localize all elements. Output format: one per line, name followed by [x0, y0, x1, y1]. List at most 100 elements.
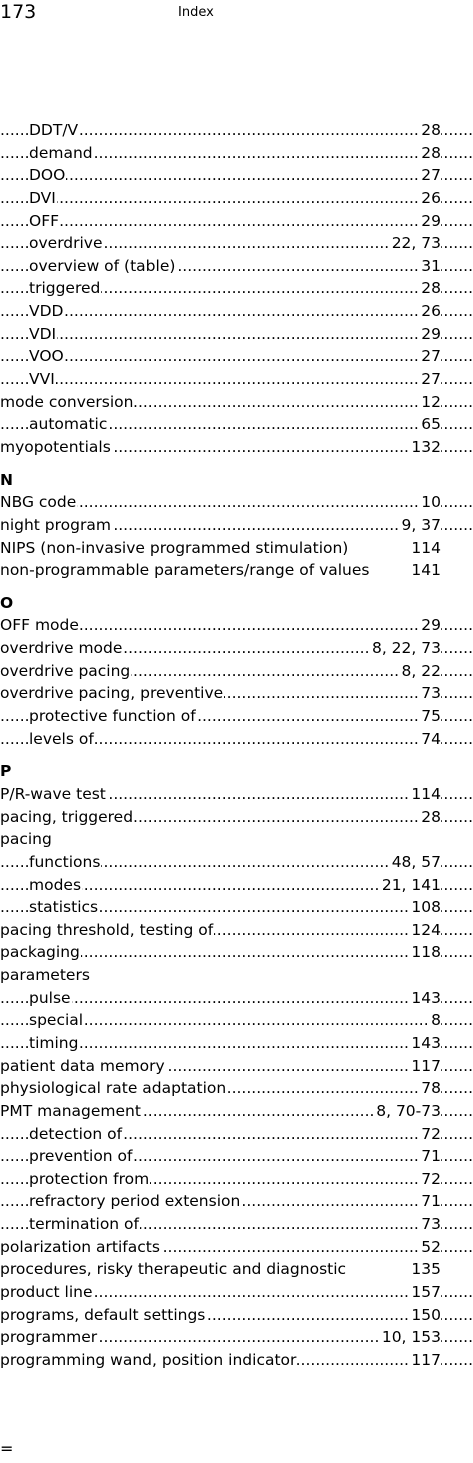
index-subentry: ........................................…	[0, 1122, 473, 1146]
index-term: overdrive pacing, preventive	[0, 684, 225, 703]
index-entry: ........................................…	[0, 805, 473, 829]
dot-leader: ........................................…	[0, 234, 473, 253]
index-page-numbers: 27	[419, 164, 441, 187]
index-page-numbers: 12	[419, 390, 441, 414]
index-term: OFF	[29, 211, 61, 230]
index-term: termination of	[29, 1215, 140, 1234]
index-subentry: ........................................…	[0, 727, 473, 751]
index-page-numbers: 65	[419, 413, 441, 436]
index-page-numbers: 73	[419, 682, 441, 706]
index-entry: ........................................…	[0, 1348, 473, 1372]
index-entry: ........................................…	[0, 435, 473, 459]
index-term: pulse	[29, 988, 72, 1007]
dot-leader: ........................................…	[0, 166, 473, 185]
index-page-numbers: 22, 73	[389, 232, 441, 255]
index-entry: ........................................…	[0, 1235, 473, 1259]
index-entry: NIPS (non-invasive programmed stimulatio…	[0, 536, 473, 560]
index-page-numbers: 117	[409, 1348, 441, 1372]
page-number: 173	[0, 1, 37, 23]
index-subentry: ........................................…	[0, 345, 473, 369]
index-entry: ........................................…	[0, 682, 473, 706]
index-term: night program	[0, 515, 112, 534]
index-term: physiological rate adaptation	[0, 1079, 228, 1098]
index-page-numbers: 75	[419, 705, 441, 728]
dot-leader: ........................................…	[0, 211, 473, 230]
index-term: functions	[29, 852, 102, 871]
index-entry: ........................................…	[0, 1077, 473, 1100]
running-head: Index	[178, 5, 214, 20]
dot-leader: ........................................…	[0, 729, 473, 748]
index-term: myopotentials	[0, 437, 112, 456]
index-term: triggered	[29, 279, 102, 298]
index-page-numbers: 8, 22	[399, 659, 441, 683]
index-page-numbers: 10, 153	[379, 1326, 441, 1349]
index-term: overdrive	[29, 234, 104, 253]
index-term: DVI	[29, 188, 57, 207]
index-entry: non-programmable parameters/range of val…	[0, 559, 473, 582]
index-page-numbers: 31	[419, 254, 441, 278]
index-page-numbers: 135	[409, 1258, 441, 1282]
index-entry: ........................................…	[0, 1281, 473, 1304]
index-term: programming wand, position indicator	[0, 1350, 298, 1369]
index-term: detection of	[29, 1124, 124, 1143]
index-page-numbers: 48, 57	[389, 850, 441, 874]
index-page-numbers: 114	[409, 782, 441, 806]
index-term: VDI	[29, 324, 58, 343]
index-entry: ........................................…	[0, 1054, 473, 1078]
index-term: pacing threshold, testing of	[0, 920, 215, 939]
index-subentry: ........................................…	[0, 1167, 473, 1191]
index-page-numbers: 71	[419, 1190, 441, 1214]
index-term: mode conversion	[0, 392, 135, 411]
dot-leader: ........................................…	[0, 437, 473, 456]
dot-leader: ........................................…	[0, 493, 473, 512]
index-page-numbers: 143	[409, 986, 441, 1010]
index-term: statistics	[29, 898, 100, 917]
index-subentry: ........................................…	[0, 1145, 473, 1168]
index-term: polarization artifacts	[0, 1237, 161, 1256]
dot-leader: ........................................…	[0, 188, 473, 207]
index-section-heading: P	[0, 762, 12, 781]
dot-leader: ........................................…	[0, 875, 473, 894]
index-page-numbers: 157	[409, 1281, 441, 1304]
index-subentry: ........................................…	[0, 1213, 473, 1236]
dot-leader: ........................................…	[0, 1033, 473, 1052]
index-page-numbers: 150	[409, 1303, 441, 1327]
dot-leader: ........................................…	[0, 898, 473, 917]
index-page-numbers: 28	[419, 141, 441, 165]
index-subentry: ........................................…	[0, 896, 473, 919]
index-term: P/R-wave test	[0, 784, 107, 803]
index-entry: ........................................…	[0, 918, 473, 942]
index-term: DOO	[29, 166, 67, 185]
index-term: product line	[0, 1283, 94, 1302]
dot-leader: ........................................…	[0, 616, 473, 635]
index-page-numbers: 73	[419, 1213, 441, 1236]
dot-leader: ........................................…	[0, 347, 473, 366]
index-term: special	[29, 1011, 85, 1030]
index-term: prevention of	[29, 1147, 134, 1166]
index-term: NIPS (non-invasive programmed stimulatio…	[0, 538, 350, 557]
index-entry: ........................................…	[0, 390, 473, 414]
index-entry: ........................................…	[0, 614, 473, 638]
index-term: overview of (table)	[29, 256, 177, 275]
footer-mark: =	[0, 1439, 14, 1458]
index-entry: ........................................…	[0, 1326, 473, 1349]
index-term: non-programmable parameters/range of val…	[0, 561, 371, 580]
dot-leader: ........................................…	[0, 415, 473, 434]
index-subentry: ........................................…	[0, 1190, 473, 1214]
index-page-numbers: 10	[419, 491, 441, 514]
index-term: overdrive pacing	[0, 661, 132, 680]
dot-leader: ........................................…	[0, 852, 473, 871]
index-entry: procedures, risky therapeutic and diagno…	[0, 1258, 473, 1282]
index-entry: ........................................…	[0, 513, 473, 537]
index-subentry: ........................................…	[0, 232, 473, 255]
dot-leader: ........................................…	[0, 515, 473, 534]
index-page-numbers: 74	[419, 727, 441, 751]
index-subentry: ........................................…	[0, 300, 473, 323]
index-term: modes	[29, 875, 83, 894]
dot-leader: ........................................…	[0, 1011, 473, 1030]
index-subentry: ........................................…	[0, 209, 473, 233]
index-term: programmer	[0, 1328, 99, 1347]
dot-leader: ........................................…	[0, 143, 473, 162]
index-term: levels of	[29, 729, 95, 748]
index-page-numbers: 29	[419, 614, 441, 638]
